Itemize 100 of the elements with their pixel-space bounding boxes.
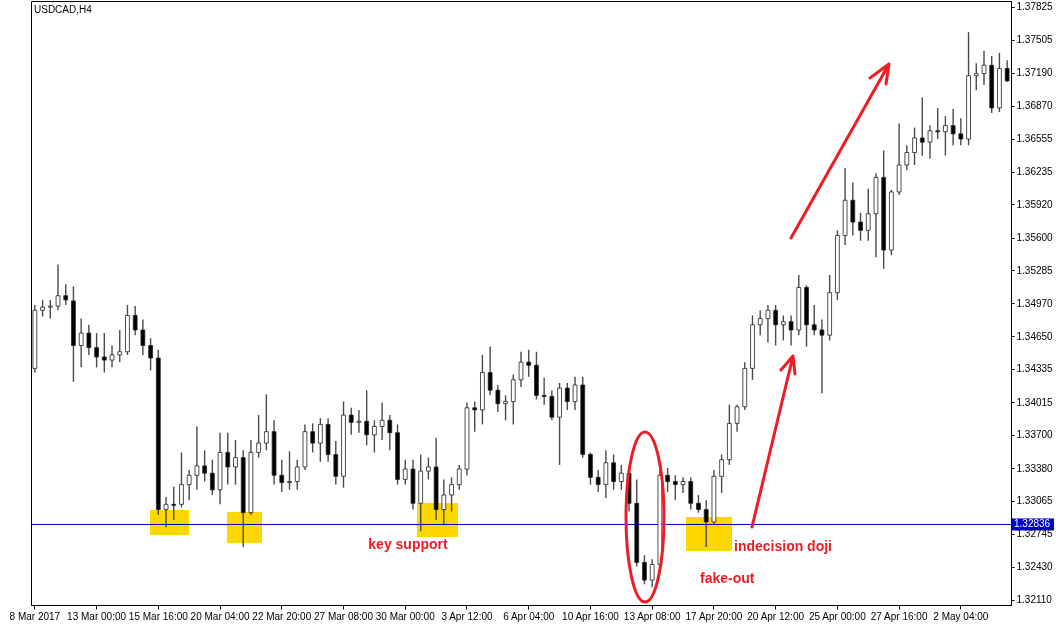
candlestick <box>518 351 524 388</box>
candlestick <box>618 464 624 491</box>
candlestick <box>673 474 678 501</box>
candlestick <box>541 377 547 406</box>
candlestick <box>287 450 292 491</box>
candlestick <box>649 558 655 589</box>
candlestick <box>904 144 910 171</box>
candlestick <box>441 478 447 525</box>
candlestick <box>495 384 501 413</box>
candlestick <box>688 476 694 511</box>
candlestick <box>510 373 516 426</box>
candlestick <box>372 419 377 454</box>
y-tick-label: 1.35600 <box>1016 232 1054 244</box>
candlestick <box>171 485 177 521</box>
x-tick-label: 17 Apr 20:00 <box>685 610 743 622</box>
candlestick <box>318 417 323 463</box>
y-tick-label: 1.34335 <box>1016 363 1054 375</box>
candlestick <box>927 124 933 160</box>
x-tick-label: 15 Mar 16:00 <box>128 610 189 622</box>
candlestick <box>819 318 825 394</box>
y-tick-label: 1.32110 <box>1016 594 1053 606</box>
candlestick <box>225 432 231 486</box>
candlestick <box>757 309 763 336</box>
candlestick <box>773 304 778 347</box>
y-tick-label: 1.34650 <box>1016 330 1054 342</box>
y-tick-label: 1.33700 <box>1016 429 1054 441</box>
y-tick-label: 1.37190 <box>1016 67 1054 79</box>
y-tick-label: 1.33380 <box>1016 462 1054 474</box>
x-tick-label: 22 Mar 20:00 <box>252 610 312 622</box>
candlestick <box>503 394 508 421</box>
x-tick-label: 20 Apr 12:00 <box>747 610 805 622</box>
candlestick <box>703 499 709 548</box>
candlestick <box>781 314 786 342</box>
candlestick <box>850 181 856 237</box>
candlestick <box>811 304 817 336</box>
candlestick <box>449 476 454 513</box>
y-tick-label: 1.36870 <box>1016 100 1054 112</box>
candlestick <box>487 345 493 397</box>
candlestick <box>526 349 532 378</box>
candlestick <box>564 382 570 411</box>
candlestick <box>935 107 941 140</box>
x-tick-label: 30 Mar 00:00 <box>375 610 436 622</box>
candlestick <box>348 407 354 436</box>
x-tick-label: 10 Apr 16:00 <box>562 610 620 622</box>
candlestick <box>603 449 609 499</box>
candlestick <box>788 314 794 347</box>
candlestick <box>78 317 84 369</box>
candlestick <box>264 393 269 452</box>
candlestick <box>549 389 555 421</box>
x-tick-label: 27 Mar 08:00 <box>314 610 374 622</box>
candlestick <box>356 409 362 434</box>
candlestick <box>310 422 315 454</box>
candlestick <box>472 400 478 433</box>
candlestick <box>379 401 385 441</box>
x-tick-label: 2 May 04:00 <box>933 610 989 622</box>
candlestick <box>163 496 169 528</box>
candlestick <box>973 62 979 91</box>
candlestick <box>919 96 925 157</box>
candlestick <box>186 469 192 501</box>
candlestick <box>865 188 871 242</box>
candlestick <box>202 449 207 483</box>
candlestick <box>387 414 393 452</box>
candlestick <box>402 459 408 486</box>
candlestick <box>680 476 686 494</box>
candlestick <box>642 554 647 585</box>
y-tick-label: 1.36235 <box>1016 166 1054 178</box>
x-tick-label: 25 Apr 00:00 <box>809 610 867 622</box>
candlestick <box>719 453 724 494</box>
candlestick <box>595 469 601 493</box>
y-tick-label: 1.32745 <box>1016 528 1054 540</box>
candlestick <box>256 414 261 459</box>
candlestick <box>958 117 964 146</box>
candlestick <box>426 456 431 481</box>
candlestick <box>333 440 339 486</box>
candlestick <box>279 459 285 493</box>
y-tick-label: 1.36555 <box>1016 133 1054 145</box>
candlestick <box>117 329 123 363</box>
candlestick <box>101 332 107 374</box>
candlestick <box>858 212 863 242</box>
candlestick <box>912 126 917 166</box>
y-tick-label: 1.35285 <box>1016 264 1054 276</box>
x-tick-label: 13 Mar 00:00 <box>67 610 127 622</box>
candlestick <box>210 459 215 496</box>
y-tick-label: 1.33065 <box>1016 495 1054 507</box>
candlestick <box>950 108 956 146</box>
candlestick <box>86 324 92 356</box>
candlestick <box>63 283 69 306</box>
candlestick <box>734 404 740 433</box>
candlestick <box>132 305 138 336</box>
x-tick-label: 20 Mar 04:00 <box>190 610 250 622</box>
y-tick-label: 1.34970 <box>1016 297 1054 309</box>
candlestick <box>572 375 578 411</box>
y-tick-label: 1.32430 <box>1016 561 1054 573</box>
candlestick <box>611 453 616 491</box>
candlestick <box>194 425 200 491</box>
x-tick-label: 8 Mar 2017 <box>9 610 61 622</box>
candlestick <box>364 389 369 446</box>
candlestick <box>765 304 771 344</box>
chart-title: USDCAD,H4 <box>34 4 93 15</box>
annotation: fake-out <box>700 570 755 586</box>
